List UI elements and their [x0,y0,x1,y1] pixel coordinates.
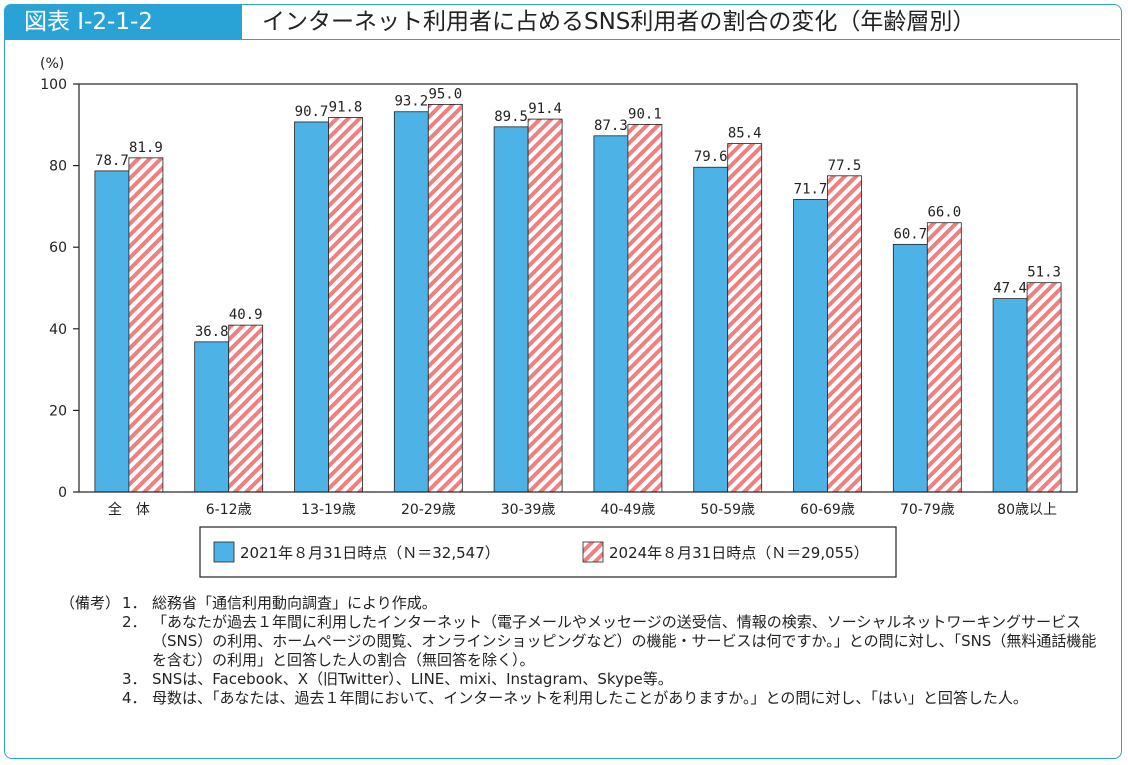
note-text: SNSは、Facebook、X（旧Twitter）、LINE、mixi、Inst… [152,670,673,688]
note-item: 4． 母数は、「あなたは、過去１年間において、インターネットを利用したことがあり… [60,689,1100,708]
legend-swatch-2024 [582,541,604,563]
data-label: 60.7 [893,226,927,242]
note-item: （備考） 1． 総務省「通信利用動向調査」により作成。 [60,594,1100,613]
bars [94,104,1062,493]
bar-2021 [393,111,429,493]
x-tick-label: 6-12歳 [206,502,252,518]
x-tick-label: 13-19歳 [301,502,356,518]
note-number: 4． [122,689,147,707]
y-tick-label: 60 [49,240,67,256]
x-tick-label: 60-69歳 [800,502,855,518]
bar-2021 [892,243,928,493]
data-label: 87.3 [594,118,628,134]
data-label: 85.4 [728,126,762,142]
data-label: 91.4 [528,101,562,117]
x-tick-label: 80歳以上 [997,502,1057,518]
note-text: 母数は、「あなたは、過去１年間において、インターネットを利用したことがありますか… [152,689,1028,707]
data-label: 95.0 [428,86,462,102]
data-label: 40.9 [229,307,263,323]
bar-2024 [328,117,363,493]
bar-2024 [228,324,264,493]
x-tick-label: 40-49歳 [601,502,656,518]
bar-2024 [827,175,862,493]
bar-2021 [593,135,629,493]
y-tick-label: 80 [49,159,67,175]
note-number: 1． [122,594,147,612]
data-label: 91.8 [329,99,363,115]
y-axis: 0 20 40 60 80 100 [40,77,79,501]
bar-2024 [128,157,164,493]
bar-2021 [94,170,130,493]
bar-2024 [727,143,763,493]
bar-2024 [427,104,463,493]
y-tick-label: 20 [49,403,67,419]
data-label: 66.0 [927,205,961,221]
data-label: 78.7 [95,153,129,169]
data-label: 89.5 [494,109,528,125]
note-item: 2． 「あなたが過去１年間に利用したインターネット（電子メールやメッセージの送受… [60,613,1100,670]
note-item: 3． SNSは、Facebook、X（旧Twitter）、LINE、mixi、I… [60,670,1100,689]
data-label: 36.8 [195,324,229,340]
bar-2024 [527,118,563,493]
legend-box [199,526,897,578]
x-tick-label: 20-29歳 [401,502,456,518]
note-text: 総務省「通信利用動向調査」により作成。 [152,594,437,612]
legend: 2021年８月31日時点（Ｎ＝32,547） 2024年８月31日時点（Ｎ＝29… [199,526,897,578]
notes-section: （備考） 1． 総務省「通信利用動向調査」により作成。 2． 「あなたが過去１年… [60,594,1100,708]
legend-swatch-2021 [213,541,235,563]
data-label: 47.4 [993,281,1027,297]
figure-title: インターネット利用者に占めるSNS利用者の割合の変化（年齢層別） [262,9,976,35]
data-label: 71.7 [794,181,828,197]
data-label: 79.6 [694,149,728,165]
data-label: 90.1 [628,106,662,122]
x-tick-label: 70-79歳 [900,502,955,518]
bar-2021 [493,126,529,493]
y-axis-unit-label: (%) [40,56,64,72]
data-label: 81.9 [129,140,163,156]
note-text: 「あなたが過去１年間に利用したインターネット（電子メールやメッセージの送受信、情… [152,613,1097,669]
x-tick-label: 50-59歳 [700,502,755,518]
bar-2024 [926,222,962,493]
plot-area-border [78,83,1078,493]
data-label: 51.3 [1027,265,1061,281]
bar-2024 [1026,282,1062,493]
bar-2021 [194,341,230,493]
header-divider [242,39,1120,40]
legend-label-2024: 2024年８月31日時点（Ｎ＝29,055） [609,544,869,562]
y-tick-label: 100 [40,77,67,93]
bar-2024 [627,123,663,493]
figure-frame [4,4,1122,759]
note-number: 2． [122,613,147,631]
data-label: 77.5 [828,158,862,174]
note-number: 3． [122,670,147,688]
bar-2021 [793,199,828,493]
notes-prefix: （備考） [60,594,121,612]
bar-2021 [992,298,1028,493]
data-label: 93.2 [394,94,428,110]
bar-2021 [693,166,729,493]
y-tick-label: 40 [49,322,67,338]
data-labels: 78.781.9 36.840.9 90.7 91.8 93.2 95.0 89.5 91.4… [95,86,1061,339]
x-tick-label: 30-39歳 [501,502,556,518]
bar-2021 [294,121,329,493]
x-axis-tick-labels: 全 体 6-12歳 13-19歳 20-29歳 30-39歳 40-49歳 50-59歳 60… [108,501,1057,518]
x-tick-label: 全 体 [108,501,150,518]
y-tick-label: 0 [58,485,67,501]
figure-label: 図表 I-2-1-2 [4,4,242,40]
data-label: 90.7 [295,104,329,120]
legend-label-2021: 2021年８月31日時点（Ｎ＝32,547） [240,544,500,562]
